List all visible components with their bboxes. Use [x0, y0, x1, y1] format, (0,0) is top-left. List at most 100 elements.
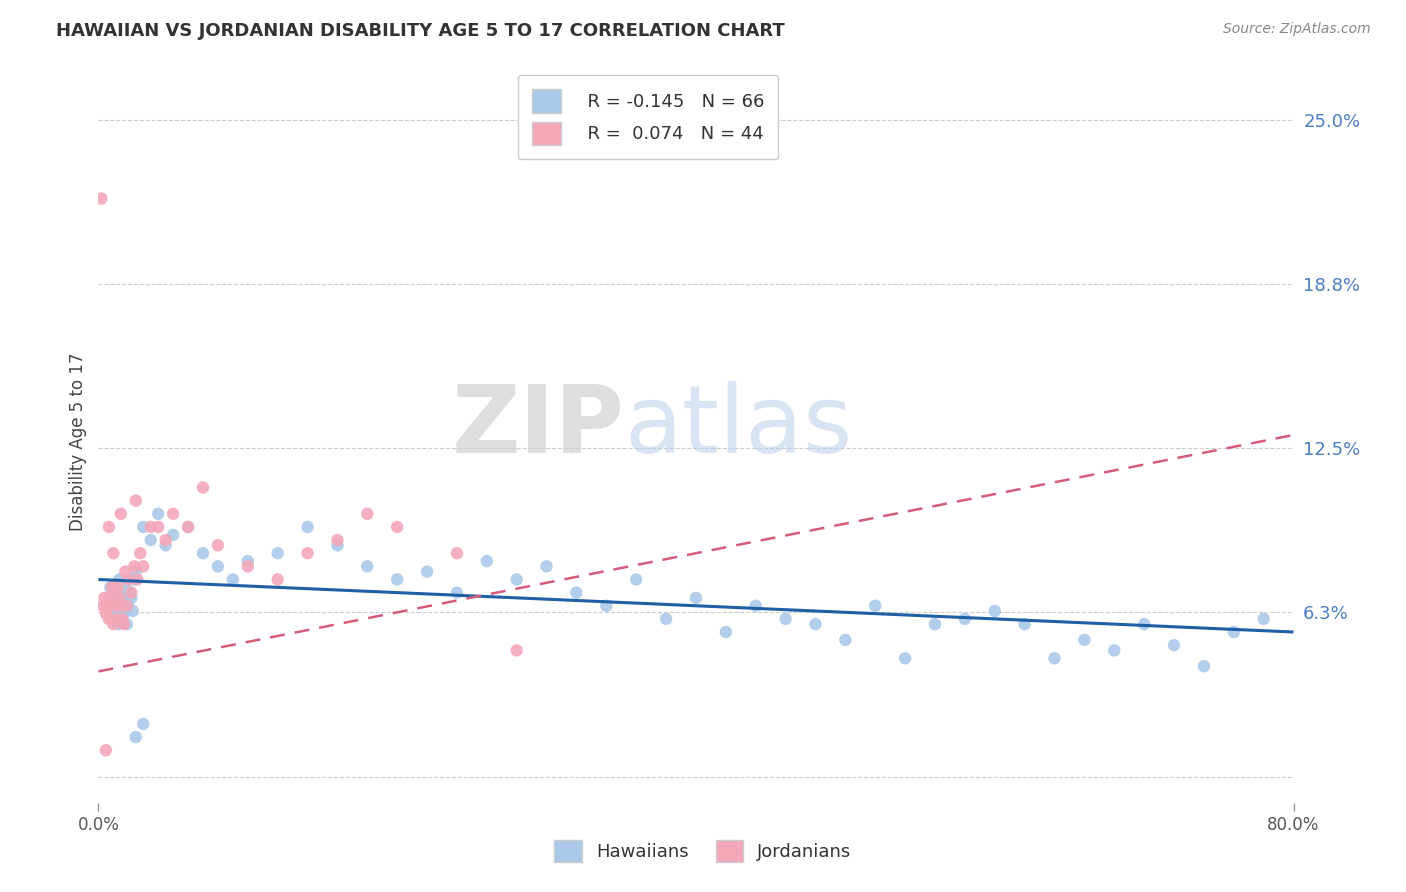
Point [118, 585, 141, 599]
Point [745, 599, 768, 613]
Point [326, 533, 349, 547]
Point [685, 591, 707, 605]
Y-axis label: Disability Age 5 to 17: Disability Age 5 to 17 [69, 352, 87, 531]
Point [1133, 617, 1156, 632]
Point [97, 612, 120, 626]
Point [297, 520, 319, 534]
Point [96, 599, 118, 613]
Point [267, 573, 290, 587]
Point [117, 599, 139, 613]
Point [924, 617, 946, 632]
Point [132, 520, 155, 534]
Point [124, 559, 146, 574]
Point [565, 585, 588, 599]
Point [105, 612, 128, 626]
Point [162, 507, 184, 521]
Point [1163, 638, 1185, 652]
Point [120, 591, 142, 605]
Point [1014, 617, 1036, 632]
Point [267, 546, 290, 560]
Point [953, 612, 976, 626]
Text: Source: ZipAtlas.com: Source: ZipAtlas.com [1223, 22, 1371, 37]
Point [356, 507, 378, 521]
Point [139, 520, 162, 534]
Point [385, 573, 409, 587]
Point [124, 573, 146, 587]
Point [132, 717, 155, 731]
Point [297, 546, 319, 560]
Point [107, 580, 129, 594]
Point [714, 625, 737, 640]
Point [111, 612, 134, 626]
Point [162, 528, 184, 542]
Point [1253, 612, 1275, 626]
Point [865, 599, 887, 613]
Text: atlas: atlas [624, 381, 852, 473]
Point [222, 573, 245, 587]
Point [506, 573, 529, 587]
Point [655, 612, 678, 626]
Point [207, 538, 229, 552]
Point [191, 481, 214, 495]
Point [115, 617, 138, 632]
Point [110, 599, 132, 613]
Point [110, 599, 132, 613]
Point [125, 565, 148, 579]
Point [155, 538, 177, 552]
Point [112, 607, 135, 621]
Point [148, 520, 170, 534]
Point [94, 607, 117, 621]
Point [155, 533, 177, 547]
Point [177, 520, 200, 534]
Point [207, 559, 229, 574]
Point [595, 599, 617, 613]
Point [1192, 659, 1215, 673]
Point [191, 546, 214, 560]
Point [97, 591, 120, 605]
Point [236, 559, 259, 574]
Point [90, 192, 112, 206]
Legend: Hawaiians, Jordanians: Hawaiians, Jordanians [547, 833, 859, 870]
Point [101, 612, 124, 626]
Point [894, 651, 917, 665]
Point [117, 573, 139, 587]
Point [236, 554, 259, 568]
Point [125, 493, 148, 508]
Point [91, 599, 114, 613]
Point [94, 599, 117, 613]
Point [115, 599, 138, 613]
Point [104, 599, 127, 613]
Point [98, 580, 122, 594]
Point [326, 538, 349, 552]
Point [1073, 632, 1095, 647]
Point [93, 591, 115, 605]
Text: HAWAIIAN VS JORDANIAN DISABILITY AGE 5 TO 17 CORRELATION CHART: HAWAIIAN VS JORDANIAN DISABILITY AGE 5 T… [56, 22, 785, 40]
Point [804, 617, 827, 632]
Point [110, 507, 132, 521]
Point [112, 617, 135, 632]
Point [98, 591, 122, 605]
Point [111, 591, 134, 605]
Point [108, 573, 131, 587]
Point [129, 546, 152, 560]
Point [148, 507, 170, 521]
Point [103, 546, 125, 560]
Point [114, 580, 136, 594]
Point [446, 585, 468, 599]
Point [103, 617, 125, 632]
Point [108, 591, 131, 605]
Text: ZIP: ZIP [451, 381, 624, 473]
Legend:   R = -0.145   N = 66,   R =  0.074   N = 44: R = -0.145 N = 66, R = 0.074 N = 44 [517, 75, 779, 159]
Point [1043, 651, 1066, 665]
Point [114, 565, 136, 579]
Point [1223, 625, 1246, 640]
Point [626, 573, 648, 587]
Point [775, 612, 797, 626]
Point [139, 533, 162, 547]
Point [121, 604, 143, 618]
Point [385, 520, 409, 534]
Point [105, 585, 128, 599]
Point [834, 632, 856, 647]
Point [446, 546, 468, 560]
Point [177, 520, 200, 534]
